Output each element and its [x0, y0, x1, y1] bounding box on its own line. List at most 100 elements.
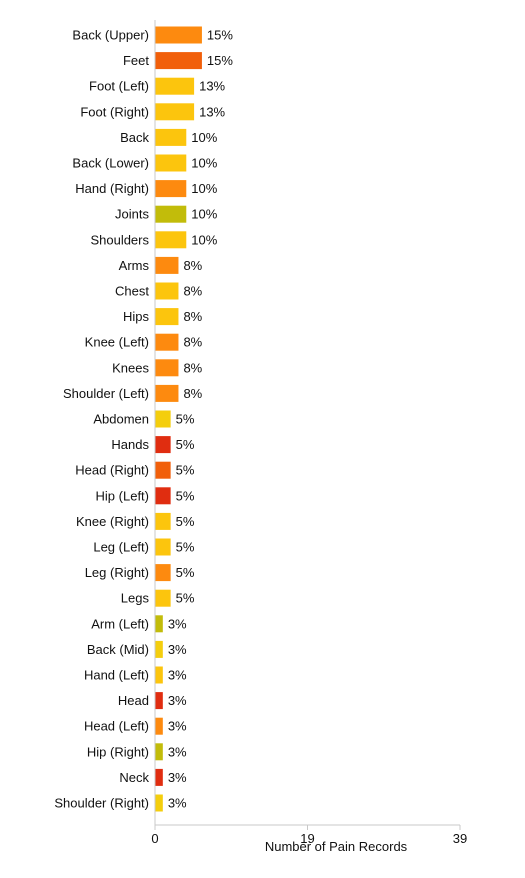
bar — [155, 666, 163, 684]
bar — [155, 154, 187, 172]
bar-group: Hip (Right) 3% — [87, 743, 187, 761]
bar-group: Knees 8% — [112, 359, 203, 377]
category-label: Leg (Right) — [85, 565, 149, 580]
bar-group: Head (Left) 3% — [84, 717, 187, 735]
bar-group: Abdomen 5% — [93, 410, 195, 428]
category-label: Joints — [115, 207, 149, 222]
value-label: 3% — [168, 693, 187, 708]
bar-group: Leg (Right) 5% — [85, 564, 195, 582]
bar-group: Head 3% — [118, 692, 187, 710]
bar-group: Back (Lower) 10% — [72, 154, 218, 172]
value-label: 3% — [168, 668, 187, 683]
value-label: 10% — [191, 232, 217, 247]
bar — [155, 461, 171, 479]
category-label: Hand (Left) — [84, 668, 149, 683]
value-label: 3% — [168, 719, 187, 734]
bar-group: Hip (Left) 5% — [96, 487, 195, 505]
bar — [155, 103, 195, 121]
category-label: Head (Right) — [75, 463, 149, 478]
category-label: Knees — [112, 360, 149, 375]
bar-group: Hips 8% — [123, 308, 203, 326]
bar — [155, 77, 195, 95]
value-label: 10% — [191, 181, 217, 196]
category-label: Back (Mid) — [87, 642, 149, 657]
value-label: 5% — [176, 463, 195, 478]
category-label: Chest — [115, 284, 149, 299]
value-label: 5% — [176, 591, 195, 606]
bar — [155, 308, 179, 326]
value-label: 8% — [183, 335, 202, 350]
value-label: 8% — [183, 309, 202, 324]
category-label: Leg (Left) — [93, 540, 149, 555]
bar-group: Head (Right) 5% — [75, 461, 195, 479]
bar — [155, 512, 171, 530]
bar-group: Back 10% — [120, 128, 218, 146]
bar — [155, 640, 163, 658]
bar — [155, 205, 187, 223]
category-label: Neck — [119, 770, 149, 785]
bar — [155, 768, 163, 786]
value-label: 5% — [176, 488, 195, 503]
bar — [155, 282, 179, 300]
bar-group: Legs 5% — [121, 589, 195, 607]
bar — [155, 794, 163, 812]
bar — [155, 589, 171, 607]
bar-group: Shoulder (Right) 3% — [54, 794, 187, 812]
value-label: 5% — [176, 514, 195, 529]
value-label: 8% — [183, 360, 202, 375]
category-label: Back (Lower) — [72, 156, 149, 171]
bar-group: Back (Upper) 15% — [72, 26, 233, 44]
category-label: Arms — [119, 258, 150, 273]
x-tick-label: 19 — [300, 831, 314, 846]
value-label: 5% — [176, 437, 195, 452]
bar — [155, 52, 202, 70]
value-label: 3% — [168, 642, 187, 657]
bar — [155, 436, 171, 454]
category-label: Shoulder (Left) — [63, 386, 149, 401]
bar-group: Joints 10% — [115, 205, 218, 223]
value-label: 13% — [199, 104, 225, 119]
bar-group: Shoulders 10% — [90, 231, 218, 249]
bar-group: Hand (Right) 10% — [75, 180, 218, 198]
bar — [155, 128, 187, 146]
bar — [155, 743, 163, 761]
bar-group: Arm (Left) 3% — [91, 615, 187, 633]
bar — [155, 487, 171, 505]
bar-group: Neck 3% — [119, 768, 187, 786]
x-tick-label: 0 — [151, 831, 158, 846]
category-label: Hand (Right) — [75, 181, 149, 196]
bar — [155, 359, 179, 377]
bar — [155, 231, 187, 249]
category-label: Shoulder (Right) — [54, 796, 149, 811]
value-label: 10% — [191, 156, 217, 171]
value-label: 3% — [168, 744, 187, 759]
category-label: Foot (Right) — [80, 104, 149, 119]
bar-group: Feet 15% — [123, 52, 233, 70]
bar — [155, 180, 187, 198]
value-label: 3% — [168, 616, 187, 631]
bar — [155, 538, 171, 556]
category-label: Knee (Left) — [85, 335, 149, 350]
bar-group: Hands 5% — [111, 436, 195, 454]
x-tick-label: 39 — [453, 831, 467, 846]
value-label: 15% — [207, 53, 233, 68]
category-label: Shoulders — [90, 232, 149, 247]
category-label: Abdomen — [93, 412, 149, 427]
category-label: Arm (Left) — [91, 616, 149, 631]
value-label: 8% — [183, 284, 202, 299]
bar — [155, 692, 163, 710]
bars-layer: Back (Upper) 15%Feet 15%Foot (Left) 13%Foot… — [54, 26, 233, 812]
category-label: Head — [118, 693, 149, 708]
value-label: 10% — [191, 130, 217, 145]
value-label: 5% — [176, 565, 195, 580]
x-axis-title: Number of Pain Records — [265, 839, 408, 854]
category-label: Knee (Right) — [76, 514, 149, 529]
x-axis-ticks: 0 19 39 — [151, 825, 467, 846]
category-label: Legs — [121, 591, 150, 606]
category-label: Hands — [111, 437, 149, 452]
bar-group: Knee (Left) 8% — [85, 333, 203, 351]
category-label: Back (Upper) — [72, 28, 149, 43]
bar-group: Shoulder (Left) 8% — [63, 384, 203, 402]
